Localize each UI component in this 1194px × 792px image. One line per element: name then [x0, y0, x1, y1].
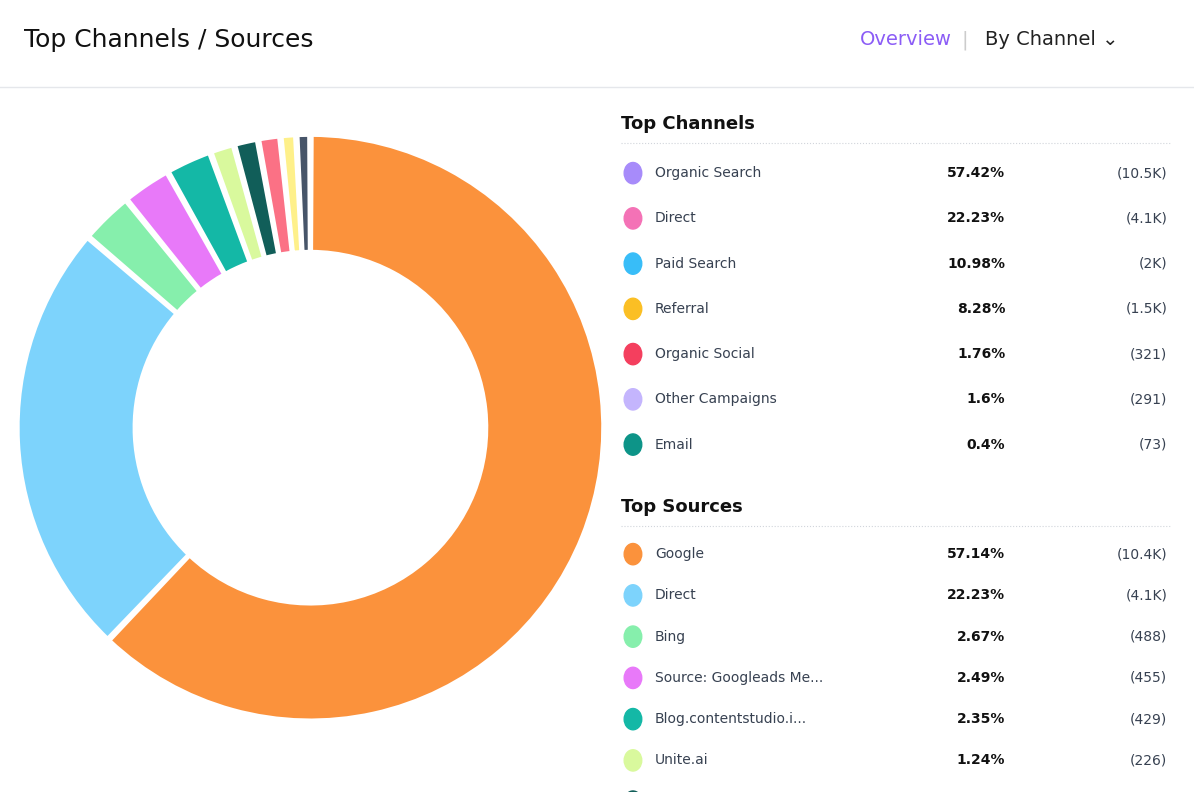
Text: Google: Google	[656, 547, 704, 562]
Text: 2.67%: 2.67%	[958, 630, 1005, 644]
Text: Unite.ai: Unite.ai	[656, 753, 708, 767]
Text: Organic Social: Organic Social	[656, 347, 755, 361]
Wedge shape	[291, 257, 307, 329]
Text: Other Campaigns: Other Campaigns	[656, 392, 776, 406]
Wedge shape	[259, 137, 291, 254]
Text: Paid Search: Paid Search	[656, 257, 737, 271]
Wedge shape	[170, 154, 250, 273]
Wedge shape	[18, 238, 189, 638]
Text: Direct: Direct	[656, 211, 696, 226]
Circle shape	[624, 434, 641, 455]
Circle shape	[624, 299, 641, 319]
Text: 1.24%: 1.24%	[956, 753, 1005, 767]
Text: 8.28%: 8.28%	[956, 302, 1005, 316]
Text: Email: Email	[656, 437, 694, 451]
Wedge shape	[197, 262, 287, 354]
Text: Direct: Direct	[656, 588, 696, 603]
Text: (429): (429)	[1131, 712, 1168, 726]
Wedge shape	[235, 140, 278, 257]
Text: (455): (455)	[1131, 671, 1168, 685]
Circle shape	[136, 253, 485, 602]
Text: (321): (321)	[1131, 347, 1168, 361]
Text: 0.4%: 0.4%	[967, 437, 1005, 451]
Circle shape	[624, 791, 641, 792]
Circle shape	[624, 543, 641, 565]
Wedge shape	[297, 135, 309, 252]
Circle shape	[215, 332, 406, 524]
Circle shape	[624, 750, 641, 771]
Text: (10.4K): (10.4K)	[1116, 547, 1168, 562]
Circle shape	[624, 584, 641, 606]
Text: 2.35%: 2.35%	[956, 712, 1005, 726]
Text: |: |	[961, 30, 968, 50]
Text: Source: Googleads Me...: Source: Googleads Me...	[656, 671, 823, 685]
Circle shape	[624, 667, 641, 688]
Text: Organic Search: Organic Search	[656, 166, 762, 180]
Wedge shape	[141, 402, 273, 585]
Wedge shape	[110, 135, 603, 720]
Text: (291): (291)	[1130, 392, 1168, 406]
Text: 22.23%: 22.23%	[947, 588, 1005, 603]
Wedge shape	[211, 146, 264, 262]
Circle shape	[624, 162, 641, 184]
Text: 2.49%: 2.49%	[956, 671, 1005, 685]
Circle shape	[624, 253, 641, 274]
Text: (4.1K): (4.1K)	[1126, 211, 1168, 226]
Text: (1.5K): (1.5K)	[1126, 302, 1168, 316]
Text: 22.23%: 22.23%	[947, 211, 1005, 226]
Text: Top Sources: Top Sources	[621, 498, 743, 516]
Text: 1.76%: 1.76%	[958, 347, 1005, 361]
Text: Referral: Referral	[656, 302, 709, 316]
Text: Overview: Overview	[860, 30, 952, 49]
Text: Top Channels / Sources: Top Channels / Sources	[24, 28, 313, 52]
Text: Top Channels: Top Channels	[621, 115, 755, 133]
Text: (226): (226)	[1131, 753, 1168, 767]
Text: Bing: Bing	[656, 630, 687, 644]
Circle shape	[624, 709, 641, 729]
Text: (4.1K): (4.1K)	[1126, 588, 1168, 603]
Text: 57.14%: 57.14%	[947, 547, 1005, 562]
Wedge shape	[282, 135, 301, 253]
Circle shape	[624, 208, 641, 229]
Text: 57.42%: 57.42%	[947, 166, 1005, 180]
Circle shape	[624, 389, 641, 410]
Text: (488): (488)	[1130, 630, 1168, 644]
Text: (10.5K): (10.5K)	[1116, 166, 1168, 180]
Wedge shape	[128, 173, 223, 290]
Wedge shape	[308, 257, 309, 329]
Text: 1.6%: 1.6%	[967, 392, 1005, 406]
Text: (73): (73)	[1139, 437, 1168, 451]
Text: By Channel ⌄: By Channel ⌄	[985, 30, 1119, 49]
Wedge shape	[273, 259, 297, 332]
Wedge shape	[90, 201, 199, 312]
Wedge shape	[143, 303, 244, 411]
Text: (2K): (2K)	[1139, 257, 1168, 271]
Circle shape	[624, 344, 641, 365]
Wedge shape	[250, 257, 480, 598]
Text: Blog.contentstudio.i...: Blog.contentstudio.i...	[656, 712, 807, 726]
Circle shape	[624, 626, 641, 647]
Text: 10.98%: 10.98%	[947, 257, 1005, 271]
